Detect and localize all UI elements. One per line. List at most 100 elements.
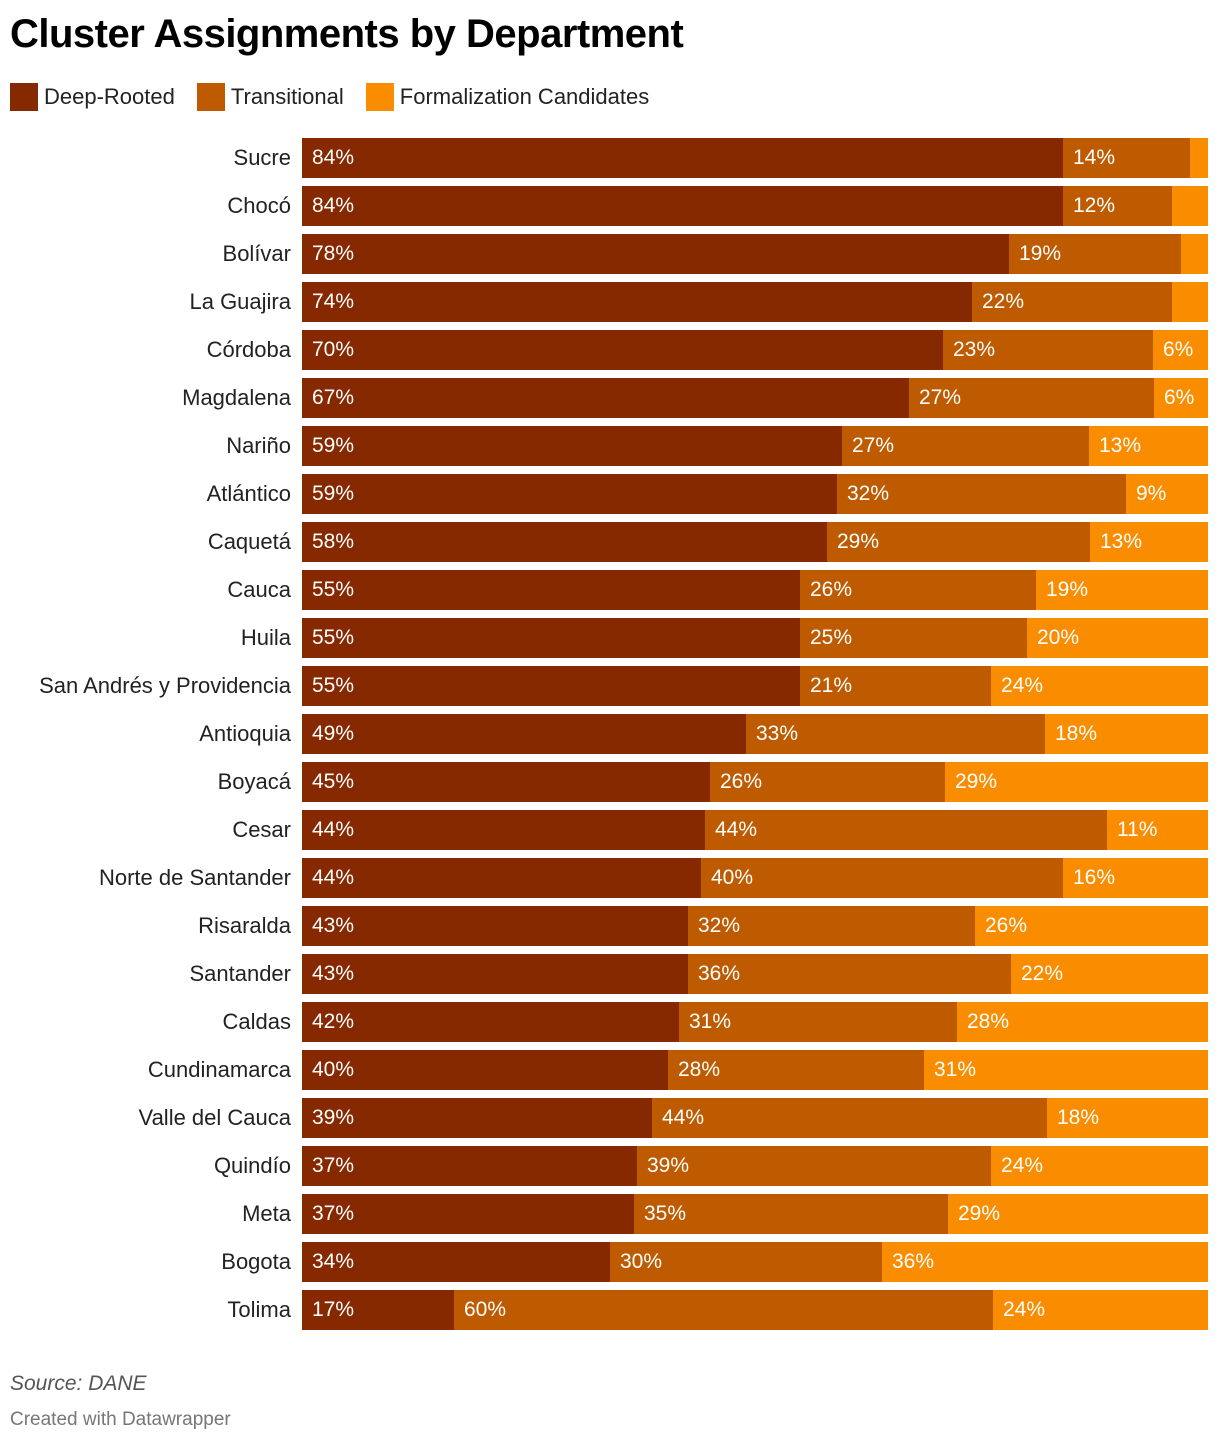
bar-segment-transitional xyxy=(943,330,1153,370)
stacked-bar: 43% 36% 22% xyxy=(302,954,1208,994)
category-label: Magdalena xyxy=(182,385,291,410)
stacked-bar: 40% 28% 31% xyxy=(302,1050,1208,1090)
bar-row-quindio: Quindío 37% 39% 24% xyxy=(0,1146,1220,1186)
category-label: La Guajira xyxy=(189,289,291,314)
stacked-bar: 84% 14% xyxy=(302,138,1208,178)
bar-segment-formalization-candidates xyxy=(1107,810,1208,850)
category-label: Huila xyxy=(240,625,291,650)
stacked-bar: 58% 29% 13% xyxy=(302,522,1208,562)
bar-segment-deep-rooted xyxy=(302,234,1009,274)
bar-segment-deep-rooted xyxy=(302,1002,679,1042)
bar-segment-formalization-candidates xyxy=(1154,378,1208,418)
bar-segment-transitional xyxy=(668,1050,924,1090)
bar-row-santander: Santander 43% 36% 22% xyxy=(0,954,1220,994)
stacked-bar: 44% 44% 11% xyxy=(302,810,1208,850)
bar-segment-formalization-candidates xyxy=(957,1002,1208,1042)
bar-segment-deep-rooted xyxy=(302,570,800,610)
bar-segment-deep-rooted xyxy=(302,714,746,754)
bar-segment-deep-rooted xyxy=(302,1194,634,1234)
bar-row-boyaca: Boyacá 45% 26% 29% xyxy=(0,762,1220,802)
stacked-bar: 59% 27% 13% xyxy=(302,426,1208,466)
bar-segment-transitional xyxy=(1063,186,1172,226)
category-label: Bolívar xyxy=(222,241,291,266)
bar-segment-deep-rooted xyxy=(302,426,842,466)
bar-row-huila: Huila 55% 25% 20% xyxy=(0,618,1220,658)
stacked-bar: 43% 32% 26% xyxy=(302,906,1208,946)
category-label: Santander xyxy=(189,961,291,986)
bar-segment-formalization-candidates xyxy=(1047,1098,1208,1138)
bar-segment-formalization-candidates xyxy=(1063,858,1208,898)
bar-segment-transitional xyxy=(1063,138,1190,178)
bar-row-cordoba: Córdoba 70% 23% 6% xyxy=(0,330,1220,370)
bar-segment-formalization-candidates xyxy=(1172,282,1208,322)
bar-segment-formalization-candidates xyxy=(991,666,1208,706)
bar-segment-transitional xyxy=(827,522,1090,562)
bar-row-san-andres-y-providencia: San Andrés y Providencia 55% 21% 24% xyxy=(0,666,1220,706)
category-label: San Andrés y Providencia xyxy=(39,673,291,698)
bar-row-la-guajira: La Guajira 74% 22% xyxy=(0,282,1220,322)
bar-segment-deep-rooted xyxy=(302,186,1063,226)
category-label: Risaralda xyxy=(198,913,291,938)
bar-segment-transitional xyxy=(972,282,1172,322)
legend-label-deep-rooted: Deep-Rooted xyxy=(44,84,175,109)
bar-segment-transitional xyxy=(800,618,1027,658)
bar-segment-formalization-candidates xyxy=(975,906,1208,946)
category-label: Cundinamarca xyxy=(147,1057,291,1082)
stacked-bar: 34% 30% 36% xyxy=(302,1242,1208,1282)
source-note: Source: DANE xyxy=(10,1372,147,1395)
bar-row-valle-del-cauca: Valle del Cauca 39% 44% 18% xyxy=(0,1098,1220,1138)
bar-segment-deep-rooted xyxy=(302,282,972,322)
bar-segment-deep-rooted xyxy=(302,858,701,898)
bar-segment-formalization-candidates xyxy=(1181,234,1208,274)
bar-segment-formalization-candidates xyxy=(1027,618,1208,658)
category-label: Chocó xyxy=(227,193,291,218)
bar-segment-formalization-candidates xyxy=(945,762,1208,802)
bar-segment-transitional xyxy=(909,378,1154,418)
category-label: Valle del Cauca xyxy=(138,1105,291,1130)
bar-segment-deep-rooted xyxy=(302,330,943,370)
legend-label-transitional: Transitional xyxy=(230,84,344,109)
bar-segment-deep-rooted xyxy=(302,1146,637,1186)
bar-segment-deep-rooted xyxy=(302,762,710,802)
stacked-bar: 74% 22% xyxy=(302,282,1208,322)
stacked-bar: 45% 26% 29% xyxy=(302,762,1208,802)
category-label: Atlántico xyxy=(206,481,291,506)
bar-segment-deep-rooted xyxy=(302,378,909,418)
bar-segment-deep-rooted xyxy=(302,906,688,946)
stacked-bar: 17% 60% 24% xyxy=(302,1290,1208,1330)
bar-row-choco: Chocó 84% 12% xyxy=(0,186,1220,226)
bar-row-atlantico: Atlántico 59% 32% 9% xyxy=(0,474,1220,514)
stacked-bar: 37% 39% 24% xyxy=(302,1146,1208,1186)
bar-segment-formalization-candidates xyxy=(993,1290,1208,1330)
stacked-bar: 55% 26% 19% xyxy=(302,570,1208,610)
category-label: Quindío xyxy=(213,1153,291,1178)
bar-segment-deep-rooted xyxy=(302,954,688,994)
category-label: Meta xyxy=(242,1201,291,1226)
bar-segment-transitional xyxy=(679,1002,957,1042)
bar-segment-deep-rooted xyxy=(302,810,705,850)
legend-swatch-formalization-candidates xyxy=(365,83,394,111)
bar-segment-formalization-candidates xyxy=(1045,714,1208,754)
bar-segment-transitional xyxy=(1009,234,1181,274)
stacked-bar: 37% 35% 29% xyxy=(302,1194,1208,1234)
bar-segment-transitional xyxy=(800,666,991,706)
bar-segment-deep-rooted xyxy=(302,1242,610,1282)
bar-segment-deep-rooted xyxy=(302,666,800,706)
category-label: Sucre xyxy=(233,145,291,170)
stacked-bar-chart: Sucre 84% 14% Chocó 84% 12% Bolívar 78% 19% La Gu… xyxy=(0,138,1220,1333)
legend-item-formalization-candidates: Formalization Candidates xyxy=(365,83,650,111)
bar-row-risaralda: Risaralda 43% 32% 26% xyxy=(0,906,1220,946)
legend: Deep-Rooted Transitional Formalization C… xyxy=(10,82,671,112)
bar-segment-transitional xyxy=(701,858,1063,898)
category-label: Cauca xyxy=(227,577,291,602)
bar-segment-transitional xyxy=(688,954,1011,994)
category-label: Caldas xyxy=(222,1009,291,1034)
bar-segment-transitional xyxy=(800,570,1036,610)
category-label: Norte de Santander xyxy=(98,865,291,890)
bar-segment-formalization-candidates xyxy=(1153,330,1208,370)
bar-segment-deep-rooted xyxy=(302,1098,652,1138)
stacked-bar: 55% 25% 20% xyxy=(302,618,1208,658)
bar-segment-transitional xyxy=(710,762,945,802)
stacked-bar: 42% 31% 28% xyxy=(302,1002,1208,1042)
legend-label-formalization-candidates: Formalization Candidates xyxy=(399,84,650,109)
